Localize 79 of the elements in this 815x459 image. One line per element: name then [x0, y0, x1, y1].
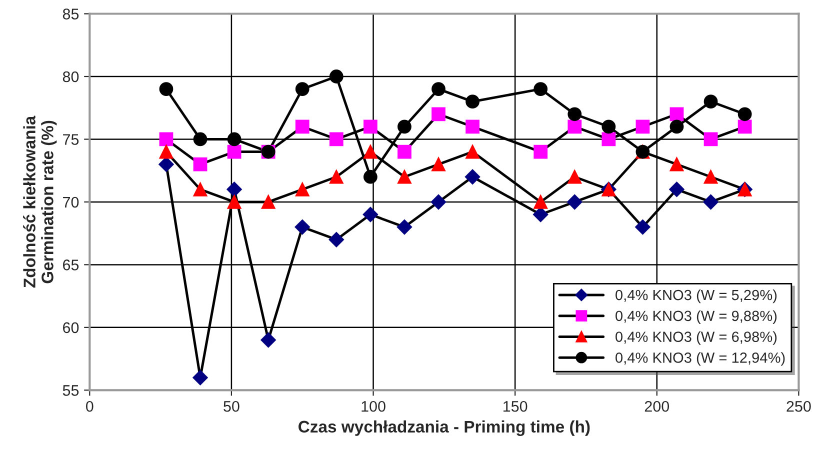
point	[193, 182, 208, 196]
y-tick-label: 85	[62, 8, 79, 20]
point	[295, 182, 310, 196]
point	[193, 157, 208, 172]
point	[464, 169, 480, 184]
point	[260, 332, 276, 348]
point	[159, 132, 174, 146]
point	[261, 195, 276, 209]
point	[363, 144, 378, 159]
point	[704, 94, 718, 109]
x-tick-label: 250	[786, 400, 811, 412]
x-axis-title: Czas wychładzania - Priming time (h)	[298, 420, 590, 436]
point	[432, 107, 446, 122]
point	[159, 82, 174, 96]
point	[227, 144, 242, 159]
point	[227, 195, 242, 209]
legend-label: 0,4% KNO3 (W = 5,29%)	[616, 289, 777, 304]
point	[466, 144, 480, 159]
point	[534, 144, 548, 159]
y-tick-label: 65	[63, 260, 79, 270]
legend-label: 0,4% KNO3 (W = 6,98%)	[616, 331, 777, 345]
y-tick-label: 75	[63, 134, 79, 145]
point	[192, 370, 208, 386]
x-tick-label: 100	[362, 400, 386, 412]
point	[466, 120, 480, 134]
y-tick-label: 80	[62, 71, 79, 82]
point	[432, 82, 446, 96]
point	[396, 219, 412, 235]
point	[158, 156, 174, 172]
point	[294, 219, 310, 235]
y-tick-label: 55	[62, 385, 79, 396]
point	[602, 132, 616, 146]
point	[568, 107, 582, 122]
x-tick-label: 50	[224, 400, 240, 412]
legend-label: 0,4% KNO3 (W = 9,88%)	[616, 310, 777, 324]
point	[362, 206, 378, 222]
y-tick-label: 70	[63, 196, 79, 208]
point	[226, 182, 242, 197]
point	[363, 120, 378, 134]
x-tick-label: 200	[644, 400, 670, 412]
point	[704, 132, 718, 146]
x-tick-label: 0	[86, 400, 94, 412]
point	[568, 120, 582, 134]
point	[329, 70, 344, 84]
point	[738, 107, 752, 122]
point	[329, 170, 344, 184]
point	[295, 120, 310, 134]
legend-label: 0,4% KNO3 (W = 12,94%)	[616, 352, 785, 366]
point	[193, 132, 208, 146]
point	[227, 132, 242, 146]
point	[328, 232, 344, 248]
point	[670, 120, 684, 134]
point	[398, 144, 412, 159]
point	[466, 94, 480, 109]
point	[159, 144, 174, 159]
point	[704, 170, 718, 184]
point	[738, 120, 752, 134]
point	[295, 82, 310, 96]
point	[568, 170, 582, 184]
x-tick-label: 150	[504, 400, 528, 412]
point	[363, 170, 378, 184]
point	[602, 120, 616, 134]
point	[430, 194, 446, 210]
y-tick-label: 60	[63, 322, 79, 334]
point	[635, 219, 650, 235]
point	[398, 170, 412, 184]
point	[669, 182, 684, 197]
point	[329, 132, 344, 146]
point	[432, 157, 446, 172]
point	[534, 82, 548, 96]
point	[636, 120, 650, 134]
point	[398, 120, 412, 134]
point	[533, 206, 548, 222]
point	[703, 194, 718, 210]
point	[670, 107, 684, 122]
point	[534, 195, 548, 209]
y-axis-title: Zdolność kiełkowania Germination rate (%)	[23, 116, 57, 288]
point	[567, 194, 582, 210]
point	[670, 157, 684, 172]
